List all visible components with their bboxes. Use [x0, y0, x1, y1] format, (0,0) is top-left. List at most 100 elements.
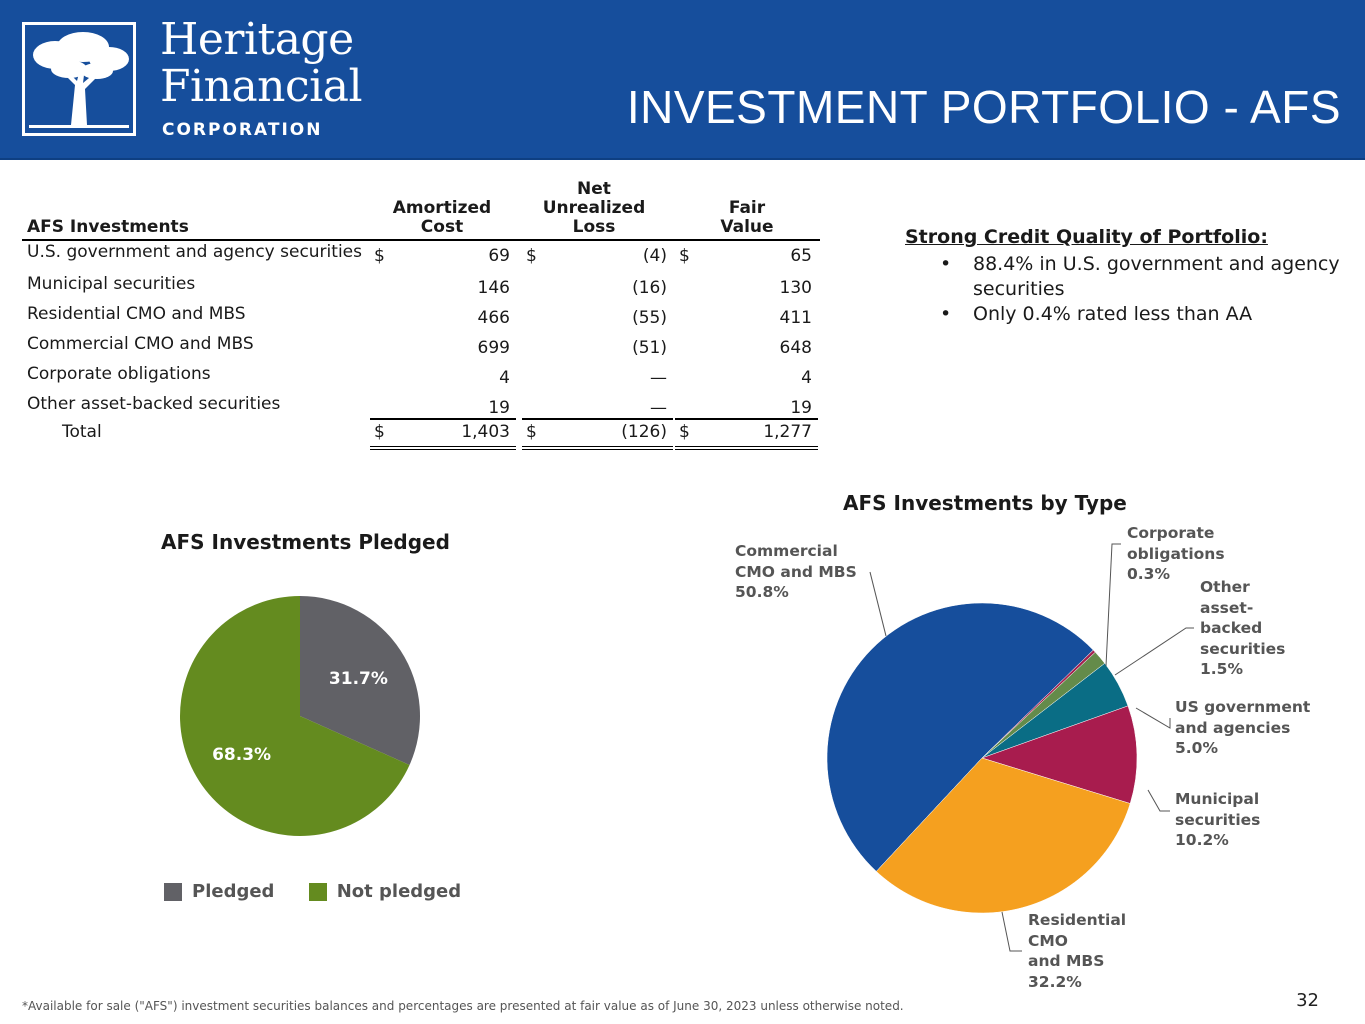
row-label: Municipal securities — [27, 274, 196, 294]
dollar-sign: $ — [679, 422, 690, 442]
legend-item-not-pledged: Not pledged — [308, 880, 462, 902]
bullet-icon: • — [940, 303, 952, 325]
credit-bullet-text: 88.4% in U.S. government and agency secu… — [973, 253, 1340, 300]
pie-label-line: 0.3% — [1127, 565, 1170, 583]
credit-bullet-text: Only 0.4% rated less than AA — [973, 303, 1253, 325]
pledged-pie-chart: 31.7% 68.3% — [180, 596, 420, 836]
table-row: Commercial CMO and MBS 699 (51) 648 — [22, 332, 822, 362]
legend-swatch-not-pledged — [308, 882, 327, 901]
credit-bullet: • Only 0.4% rated less than AA — [905, 302, 1353, 327]
legend-label-not-pledged: Not pledged — [336, 880, 462, 902]
credit-quality-list: • 88.4% in U.S. government and agency sec… — [905, 252, 1353, 327]
total-fair: 1,277 — [763, 422, 812, 442]
pledged-chart-title: AFS Investments Pledged — [161, 530, 450, 554]
fair-header-line1: Fair — [728, 198, 766, 218]
pie-label-line: CMO and MBS — [735, 562, 857, 581]
loss-header-line1: Net — [577, 179, 611, 199]
total-loss: (126) — [621, 422, 667, 442]
page-title: INVESTMENT PORTFOLIO - AFS — [626, 81, 1341, 133]
cell-loss: (55) — [632, 308, 667, 328]
dollar-sign: $ — [374, 246, 385, 266]
cell-loss: (16) — [632, 278, 667, 298]
leader-line — [1114, 627, 1194, 676]
col-header-label-text: AFS Investments — [27, 217, 189, 237]
cell-fair: 130 — [779, 278, 812, 298]
pie-label-line: and MBS — [1028, 952, 1105, 970]
dollar-sign: $ — [679, 246, 690, 266]
cell-cost: 69 — [488, 246, 510, 266]
col-header-label: AFS Investments — [27, 218, 189, 237]
pie-label-line: US government — [1175, 698, 1311, 716]
cost-header-line2: Cost — [420, 217, 464, 237]
pie-slice-commercial-cmo-and-mbs — [826, 602, 1094, 872]
pie-label-line: 32.2% — [1028, 972, 1082, 991]
total-top-rule — [370, 418, 516, 420]
pie-slice-pledged — [300, 596, 420, 766]
logo-corporation: CORPORATION — [162, 120, 323, 140]
cell-fair: 648 — [779, 338, 812, 358]
leader-line — [1147, 789, 1170, 812]
cell-cost: 466 — [477, 308, 510, 328]
type-chart-title: AFS Investments by Type — [843, 491, 1127, 515]
cell-fair: 411 — [779, 308, 812, 328]
cell-cost: 4 — [499, 368, 510, 388]
header-banner: Heritage Financial CORPORATION INVESTMEN… — [0, 0, 1365, 160]
logo-wordmark: Heritage Financial — [160, 16, 363, 112]
pie-slice-corporate-obligations — [981, 649, 1096, 759]
leader-line — [1105, 543, 1121, 667]
pie-label-line: securities — [1200, 639, 1286, 658]
row-label: Residential CMO and MBS — [27, 304, 246, 324]
pie-slice-us-government-and-agencies — [981, 662, 1129, 759]
leader-line — [869, 571, 887, 637]
table-row: U.S. government and agency securities $69… — [22, 240, 822, 270]
col-header-cost: Amortized Cost — [372, 199, 512, 237]
dollar-sign: $ — [526, 422, 537, 442]
pie-slice-residential-cmo-and-mbs — [875, 757, 1131, 914]
pie-label-residential-cmo-and-mbs: Residential CMO and MBS 32.2% — [1028, 910, 1126, 992]
credit-quality-heading: Strong Credit Quality of Portfolio: — [905, 226, 1268, 248]
pie-label-corporate-obligations: Corporate obligations 0.3% — [1127, 523, 1225, 585]
pie-label-municipal-securities: Municipal securities 10.2% — [1175, 789, 1260, 851]
col-header-loss: Net Unrealized Loss — [524, 180, 664, 237]
legend-item-pledged: Pledged — [164, 881, 274, 902]
row-label: Commercial CMO and MBS — [27, 334, 254, 354]
credit-quality-box: Strong Credit Quality of Portfolio: • 88.… — [905, 226, 1353, 327]
pie-label-line: obligations — [1127, 544, 1225, 563]
logo-line-2: Financial — [160, 61, 363, 112]
pie-label-us-government-and-agencies: US government and agencies 5.0% — [1175, 697, 1310, 759]
pie-label-line: 10.2% — [1175, 831, 1229, 849]
total-top-rule — [675, 418, 818, 420]
pie-label-line: Municipal — [1175, 790, 1260, 808]
cell-fair: 19 — [790, 398, 812, 418]
table-row: Municipal securities 146 (16) 130 — [22, 272, 822, 302]
table-row: Corporate obligations 4 — 4 — [22, 362, 822, 392]
cell-loss: (4) — [642, 246, 667, 266]
fair-header-line2: Value — [720, 217, 774, 237]
cost-header-line1: Amortized — [392, 198, 492, 218]
pie-label-other-asset-backed-securities: Other asset-backed securities 1.5% — [1200, 577, 1285, 680]
cell-loss: — — [650, 398, 667, 418]
pie-label-line: CMO — [1028, 931, 1068, 950]
pledged-legend: Pledged Not pledged — [164, 880, 489, 902]
row-label: Corporate obligations — [27, 364, 211, 384]
pie-label-line: 5.0% — [1175, 739, 1218, 757]
pie-label-line: Residential — [1028, 911, 1127, 929]
cell-cost: 19 — [488, 398, 510, 418]
leader-line — [1001, 911, 1022, 952]
pie-data-label: 31.7% — [329, 669, 388, 689]
col-header-fair: Fair Value — [677, 199, 817, 237]
legend-swatch-pledged — [164, 882, 182, 901]
row-label: Other asset-backed securities — [27, 394, 281, 414]
bullet-icon: • — [940, 253, 952, 275]
pie-label-line: Commercial — [735, 542, 838, 560]
cell-fair: 4 — [801, 368, 812, 388]
cell-fair: 65 — [790, 246, 812, 266]
pie-slice-not-pledged — [180, 596, 410, 836]
total-double-rule — [370, 446, 516, 450]
page-number: 32 — [1296, 990, 1319, 1011]
legend-label-pledged: Pledged — [192, 880, 275, 902]
pie-slice-municipal-securities — [981, 705, 1138, 804]
pie-label-line: backed — [1200, 619, 1263, 637]
leader-line — [1135, 707, 1171, 729]
pie-label-line: and agencies — [1175, 718, 1291, 737]
